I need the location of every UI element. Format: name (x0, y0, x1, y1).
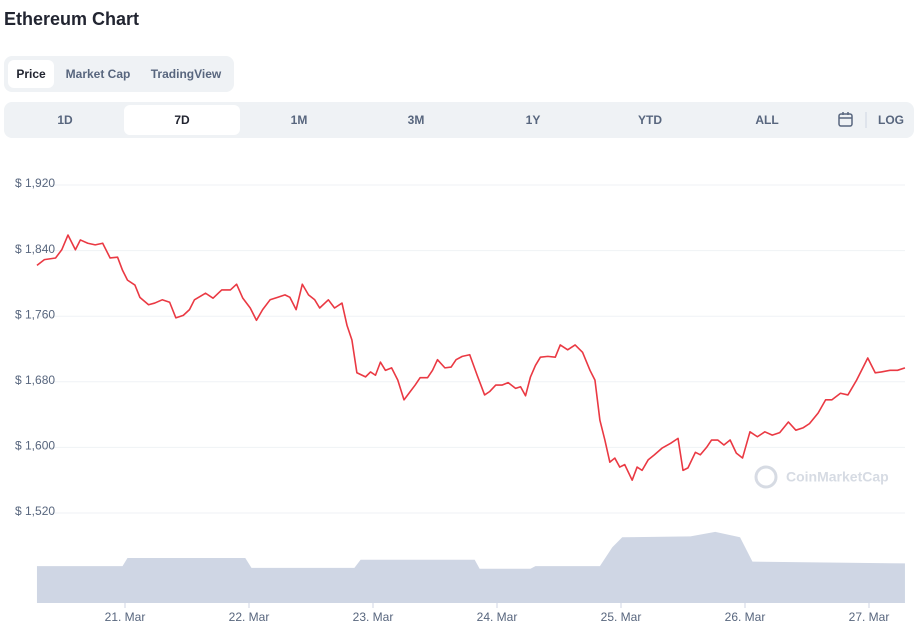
y-tick-label: $ 1,920 (15, 176, 55, 190)
x-tick-label: 24. Mar (477, 610, 518, 624)
tab[interactable]: Price (16, 67, 46, 81)
range-button[interactable]: 1Y (526, 113, 541, 127)
range-active-bg (124, 105, 240, 135)
watermark: CoinMarketCap (754, 465, 889, 489)
x-tick-label: 27. Mar (849, 610, 890, 624)
y-tick-label: $ 1,600 (15, 439, 55, 453)
range-button[interactable]: ALL (755, 113, 778, 127)
tab-active-bg (8, 60, 54, 88)
range-button[interactable]: 1M (291, 113, 308, 127)
x-tick-label: 25. Mar (601, 610, 642, 624)
y-tick-label: $ 1,840 (15, 242, 55, 256)
x-tick-label: 23. Mar (353, 610, 394, 624)
calendar-icon[interactable] (838, 112, 853, 127)
tab[interactable]: Market Cap (66, 67, 131, 81)
tab[interactable]: TradingView (151, 67, 222, 81)
watermark-text: CoinMarketCap (786, 469, 889, 485)
x-tick-label: 21. Mar (105, 610, 146, 624)
x-tick-label: 22. Mar (229, 610, 270, 624)
price-line (36, 234, 906, 481)
log-toggle[interactable]: LOG (878, 113, 904, 127)
x-tick-label: 26. Mar (725, 610, 766, 624)
volume-area (36, 531, 905, 603)
range-button[interactable]: 7D (174, 113, 190, 127)
range-button[interactable]: 1D (57, 113, 73, 127)
range-button[interactable]: YTD (638, 113, 662, 127)
y-tick-label: $ 1,760 (15, 307, 55, 321)
page-title: Ethereum Chart (4, 9, 139, 29)
range-button[interactable]: 3M (408, 113, 425, 127)
y-tick-label: $ 1,680 (15, 373, 55, 387)
y-tick-label: $ 1,520 (15, 504, 55, 518)
tab-group (4, 56, 234, 92)
